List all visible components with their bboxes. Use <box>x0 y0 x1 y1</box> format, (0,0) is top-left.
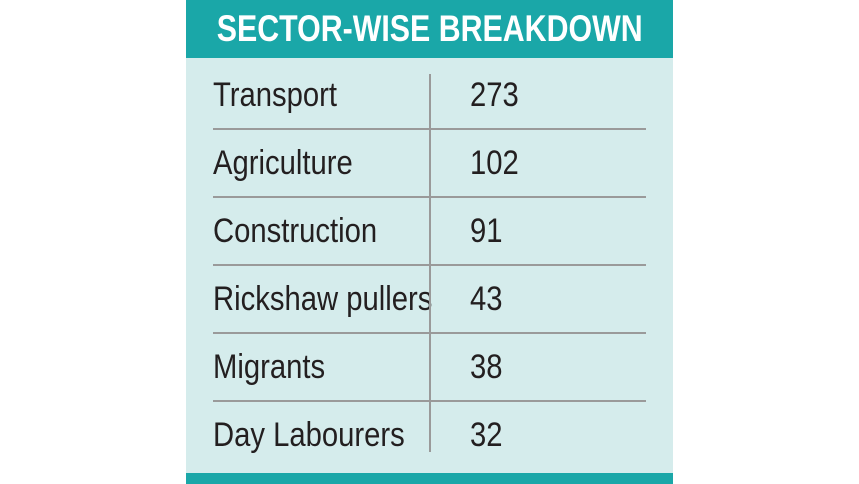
sector-label: Construction <box>213 211 378 250</box>
table-row: Rickshaw pullers 43 <box>186 265 673 333</box>
table-row: Construction 91 <box>186 197 673 265</box>
sector-value: 91 <box>470 211 503 250</box>
sector-table-card: SECTOR-WISE BREAKDOWN Transport 273 Agricu… <box>186 0 673 484</box>
sector-value: 32 <box>470 415 503 454</box>
sector-value: 102 <box>470 143 519 182</box>
table-header: SECTOR-WISE BREAKDOWN <box>186 0 673 58</box>
sector-label: Rickshaw pullers <box>213 279 433 318</box>
sector-value: 43 <box>470 279 503 318</box>
sector-label: Migrants <box>213 347 326 386</box>
sector-label: Agriculture <box>213 143 353 182</box>
sector-label: Transport <box>213 75 338 114</box>
table-title: SECTOR-WISE BREAKDOWN <box>216 8 643 49</box>
table-row: Transport 273 <box>186 61 673 129</box>
column-divider <box>429 74 431 452</box>
sector-value: 273 <box>470 75 519 114</box>
footer-bar <box>186 473 673 484</box>
table-row: Migrants 38 <box>186 333 673 401</box>
sector-label: Day Labourers <box>213 415 405 454</box>
table-row: Day Labourers 32 <box>186 401 673 469</box>
table-row: Agriculture 102 <box>186 129 673 197</box>
sector-value: 38 <box>470 347 503 386</box>
